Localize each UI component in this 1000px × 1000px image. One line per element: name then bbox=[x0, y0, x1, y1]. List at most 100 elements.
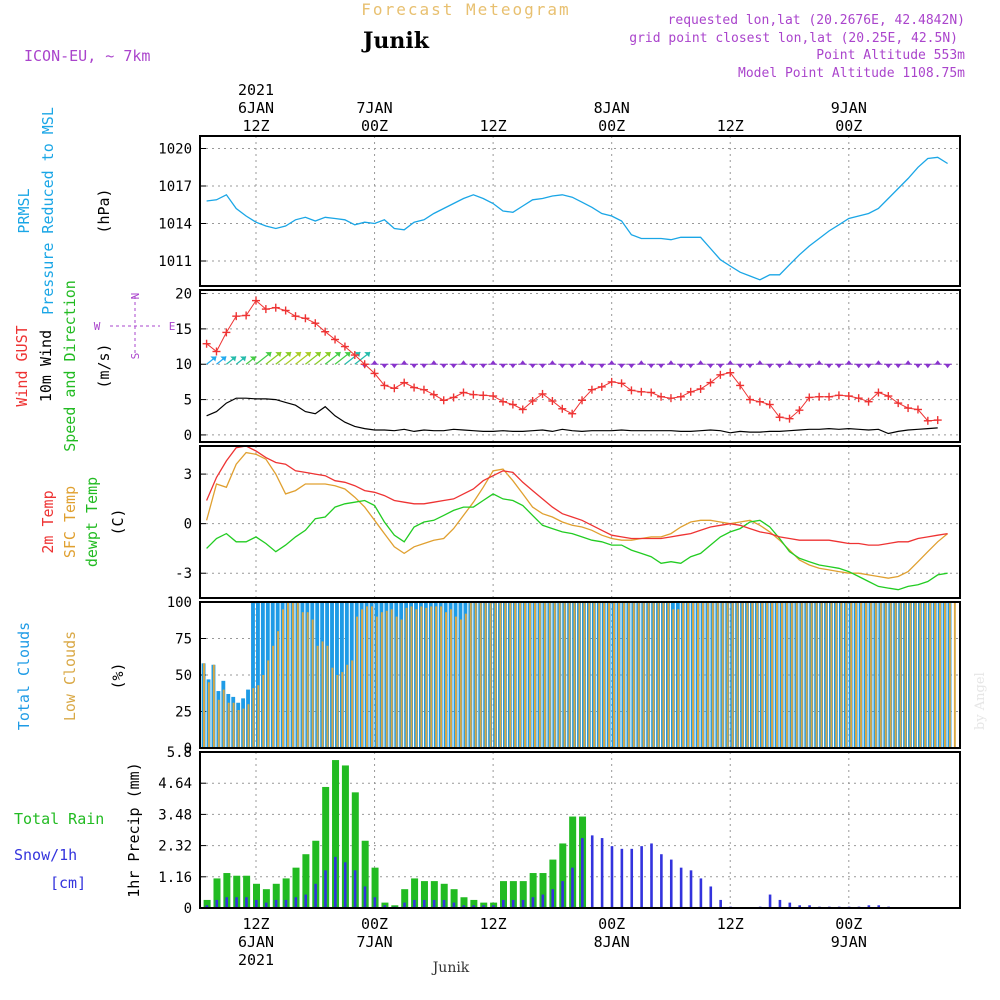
temperature-panel: -3 0 3 bbox=[175, 445, 961, 599]
time-label-bottom: 00Z bbox=[361, 915, 388, 933]
precip-legend-label: [cm] bbox=[50, 874, 86, 892]
low-cloud-bar bbox=[884, 602, 887, 748]
wind-direction-marker bbox=[717, 364, 724, 369]
panel-axis-label: Wind GUST bbox=[13, 325, 31, 406]
wind-direction-marker bbox=[430, 360, 437, 365]
snow-bar bbox=[284, 899, 288, 908]
low-cloud-bar bbox=[306, 612, 309, 748]
wind-direction-marker bbox=[875, 360, 882, 365]
low-cloud-bar bbox=[746, 602, 749, 748]
panel-border bbox=[199, 289, 961, 443]
low-cloud-bar bbox=[662, 602, 665, 748]
model-altitude: Model Point Altitude 1108.75m bbox=[738, 66, 965, 81]
wind-direction-marker bbox=[450, 364, 457, 369]
wind-direction-marker bbox=[579, 360, 586, 365]
low-cloud-bar bbox=[835, 602, 838, 748]
rain-bar bbox=[420, 881, 428, 908]
low-cloud-bar bbox=[874, 602, 877, 748]
low-cloud-bar bbox=[553, 602, 556, 748]
wind-direction-marker bbox=[687, 364, 694, 369]
panel-axis-label: Low Clouds bbox=[61, 631, 79, 721]
precip-tick-label: 0 bbox=[184, 901, 192, 917]
snow-bar bbox=[581, 838, 584, 908]
wind-direction-marker bbox=[776, 364, 783, 369]
low-cloud-bar bbox=[642, 602, 645, 748]
low-cloud-bar bbox=[494, 602, 497, 748]
low-cloud-bar bbox=[830, 602, 833, 748]
snow-bar bbox=[669, 859, 673, 908]
precipitation-panel: 0 1.16 2.32 3.48 4.64 5.8 bbox=[158, 745, 961, 917]
wind-direction-marker bbox=[648, 364, 655, 369]
low-cloud-bar bbox=[790, 602, 793, 748]
low-cloud-bar bbox=[711, 602, 714, 748]
temp-tick-label: -3 bbox=[175, 566, 192, 582]
low-cloud-bar bbox=[682, 602, 685, 748]
snow-bar bbox=[719, 899, 722, 908]
total-cloud-bar bbox=[251, 602, 255, 748]
low-cloud-bar bbox=[469, 602, 472, 748]
snow-bar bbox=[363, 886, 367, 908]
compass-north: N bbox=[129, 293, 142, 300]
low-cloud-bar bbox=[568, 602, 571, 748]
low-cloud-bar bbox=[533, 602, 536, 748]
wind-arrow-head bbox=[364, 352, 371, 358]
low-cloud-bar bbox=[435, 606, 438, 748]
snow-bar bbox=[442, 899, 446, 908]
low-cloud-bar bbox=[815, 602, 818, 748]
low-cloud-bar bbox=[879, 602, 882, 748]
sfc-temp-line bbox=[205, 451, 949, 579]
time-label-bottom: 6JAN bbox=[238, 933, 274, 951]
wind-direction-marker bbox=[826, 364, 833, 369]
low-cloud-bar bbox=[484, 602, 487, 748]
rain-bar bbox=[529, 873, 537, 908]
low-cloud-bar bbox=[860, 602, 862, 748]
snow-bar bbox=[531, 897, 535, 908]
wind-arrow-head bbox=[240, 356, 247, 362]
rain-bar bbox=[262, 889, 270, 908]
low-cloud-bar bbox=[716, 602, 719, 748]
rain-bar bbox=[223, 873, 231, 908]
wind-direction-marker bbox=[727, 360, 734, 365]
panel-border bbox=[199, 445, 961, 599]
low-cloud-bar bbox=[776, 602, 778, 748]
compass-west: W bbox=[94, 320, 101, 333]
low-cloud-bar bbox=[321, 641, 324, 748]
snow-bar bbox=[422, 899, 426, 908]
time-label-top: 12Z bbox=[480, 117, 507, 135]
wind-direction-marker bbox=[944, 364, 951, 369]
wind-direction-marker bbox=[667, 360, 674, 365]
wind-direction-marker bbox=[539, 364, 546, 369]
clouds-panel: 0 25 50 75 100 bbox=[167, 595, 961, 757]
wind-direction-marker bbox=[934, 360, 941, 365]
panel-border bbox=[199, 601, 961, 749]
low-cloud-bar bbox=[509, 602, 512, 748]
low-cloud-bar bbox=[820, 602, 823, 748]
precip-tick-label: 2.32 bbox=[158, 839, 192, 855]
time-label-top: 6JAN bbox=[238, 99, 274, 117]
low-cloud-bar bbox=[385, 610, 388, 748]
snow-bar bbox=[403, 902, 406, 908]
wind-arrow-head bbox=[230, 356, 237, 362]
low-cloud-bar bbox=[627, 602, 630, 748]
low-cloud-bar bbox=[785, 602, 788, 748]
low-cloud-bar bbox=[751, 602, 754, 748]
wind-speed-line bbox=[206, 397, 938, 435]
precip-tick-label: 5.8 bbox=[167, 745, 192, 761]
snow-bar bbox=[314, 883, 317, 908]
snow-bar bbox=[640, 846, 643, 908]
low-cloud-bar bbox=[361, 609, 364, 748]
rain-bar bbox=[341, 765, 349, 908]
credit-watermark: by Angel bbox=[973, 672, 988, 730]
temp-2m-line bbox=[206, 445, 948, 546]
low-cloud-bar bbox=[346, 664, 349, 748]
total-cloud-bar bbox=[256, 602, 260, 748]
low-cloud-bar bbox=[632, 602, 635, 748]
low-cloud-bar bbox=[558, 602, 561, 748]
wind-direction-marker bbox=[628, 364, 635, 369]
snow-bar bbox=[245, 897, 248, 908]
low-cloud-bar bbox=[909, 602, 912, 748]
snow-bar bbox=[502, 899, 505, 908]
low-cloud-bar bbox=[262, 675, 265, 748]
low-cloud-bar bbox=[257, 685, 260, 748]
rain-bar bbox=[411, 878, 419, 908]
